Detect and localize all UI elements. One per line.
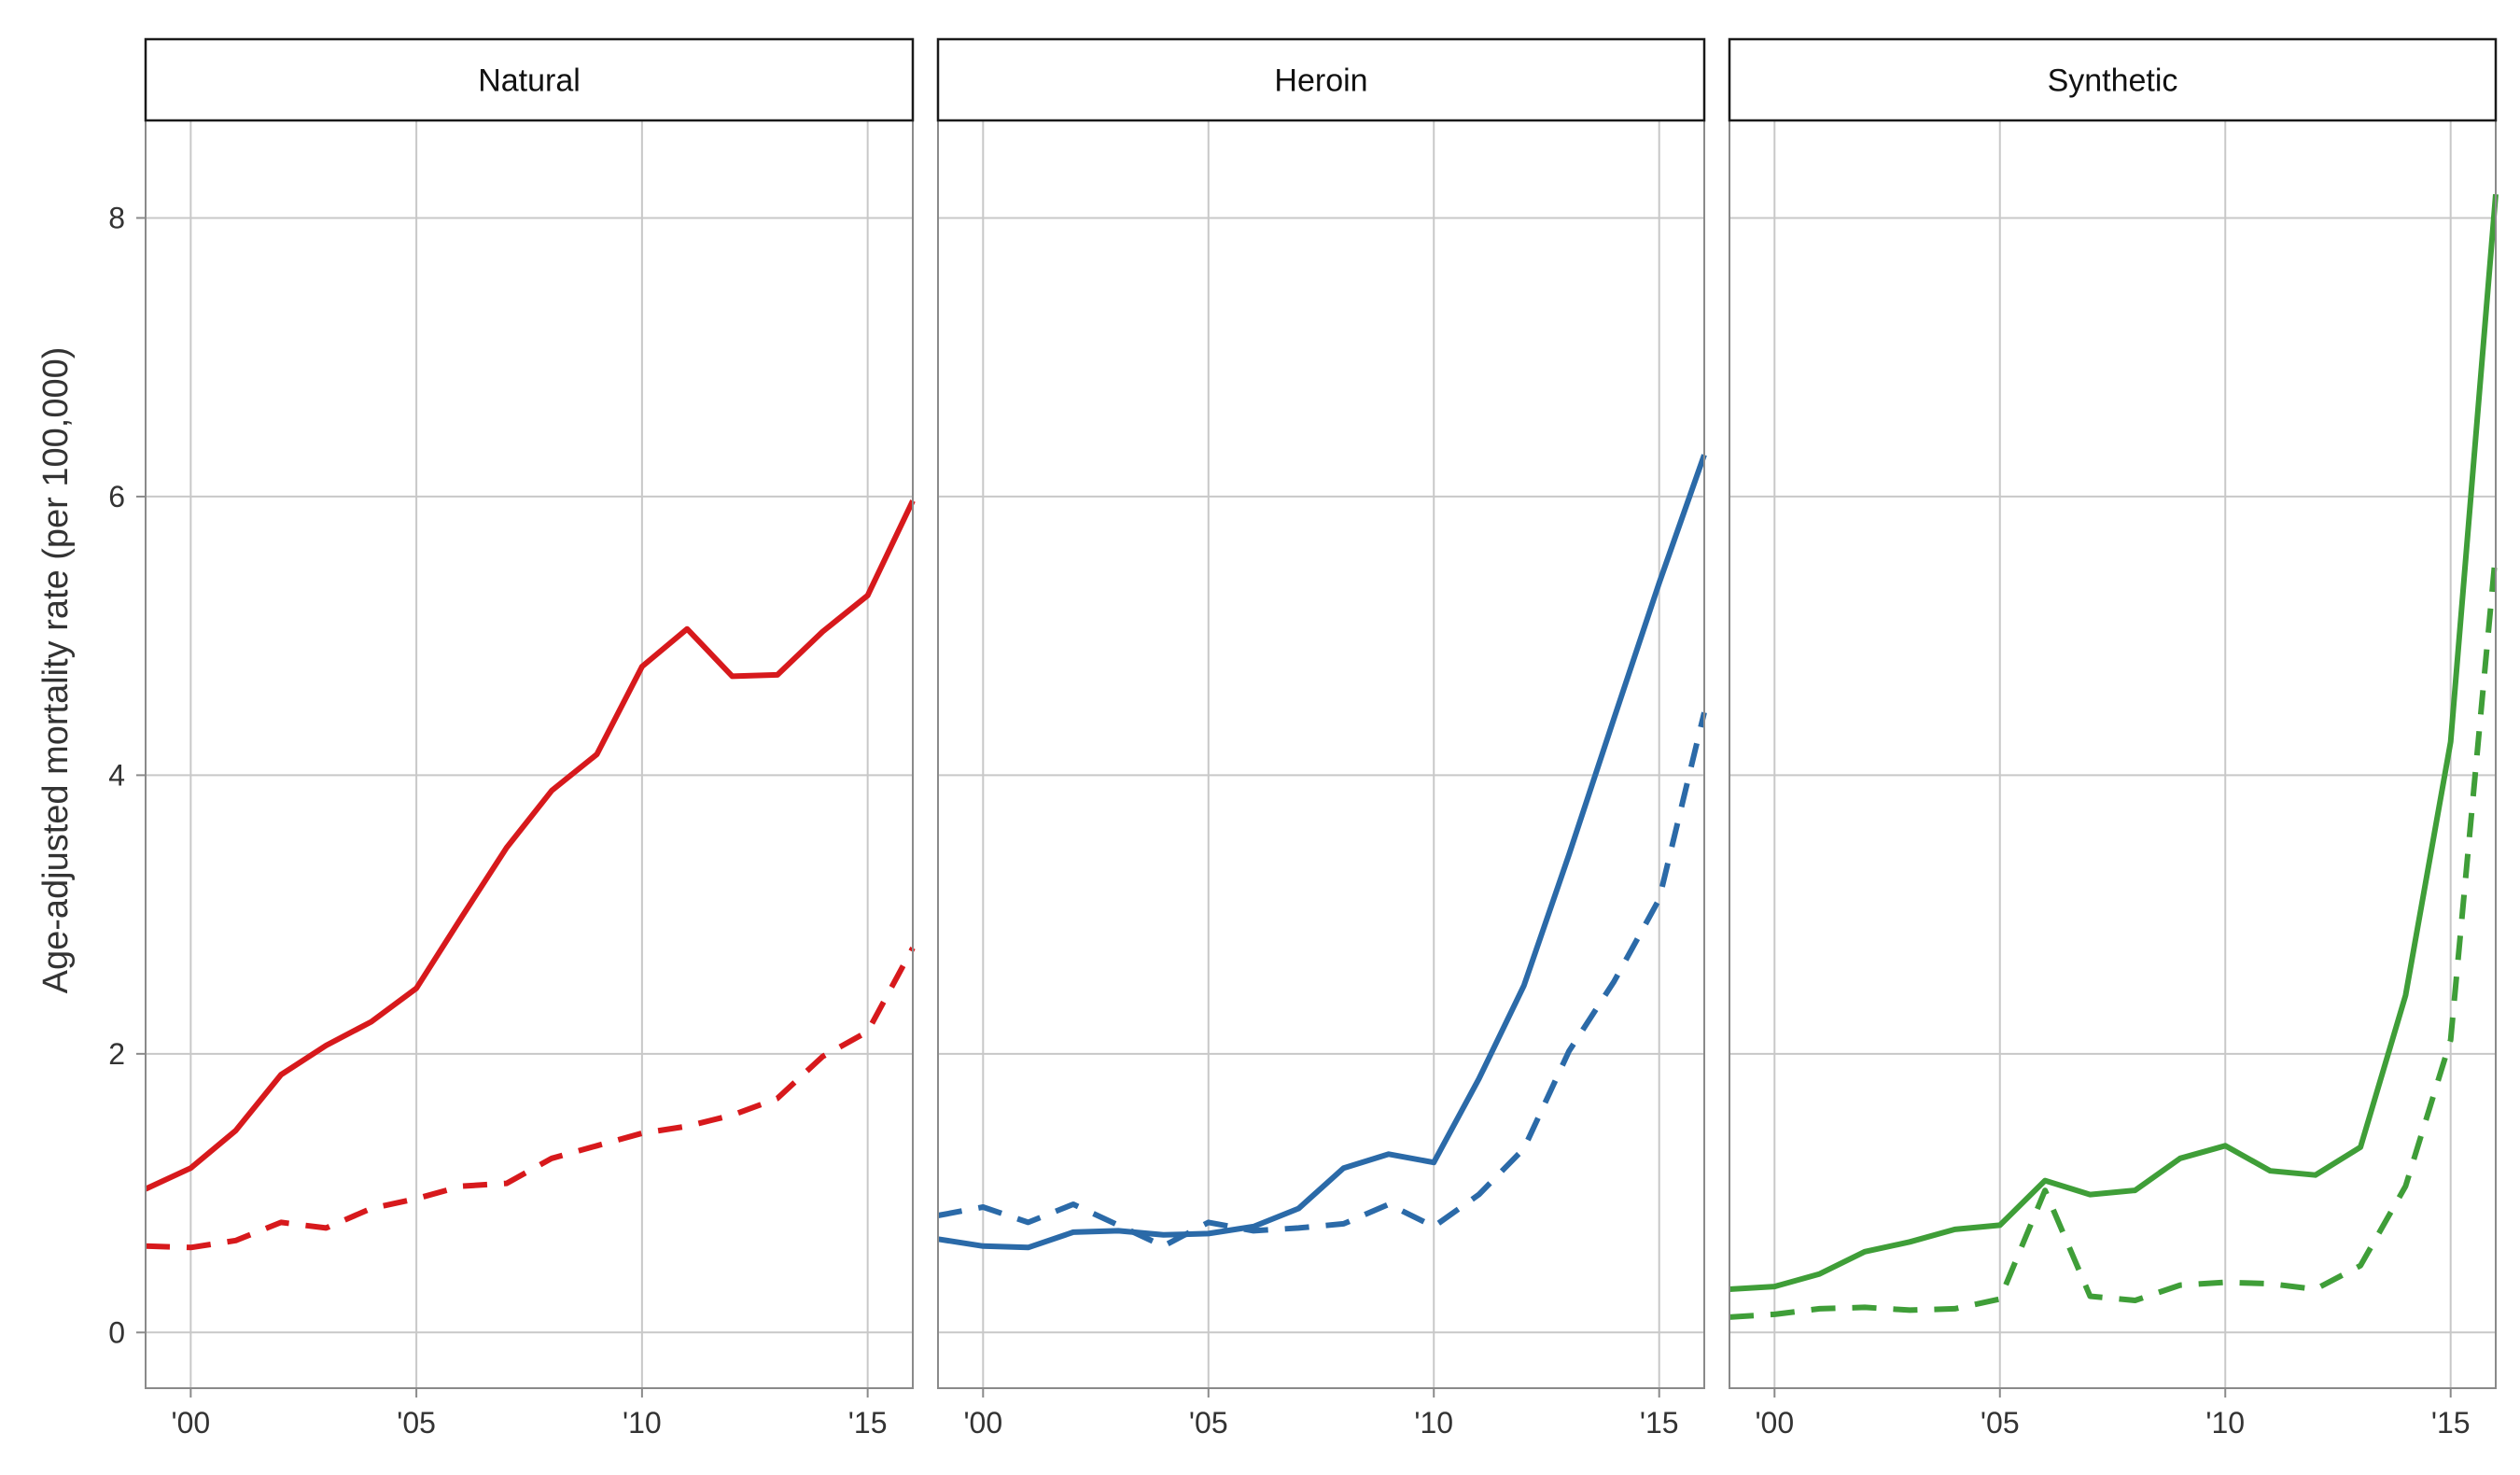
strip-label-natural: Natural <box>478 63 581 99</box>
x-tick-label-natural-1: '05 <box>397 1406 436 1440</box>
x-tick-label-synthetic-3: '15 <box>2431 1406 2471 1440</box>
x-tick-label-heroin-2: '10 <box>1414 1406 1453 1440</box>
x-tick-label-synthetic-0: '00 <box>1755 1406 1794 1440</box>
panel-frame-synthetic <box>1729 119 2497 1389</box>
y-tick-label-4: 8 <box>108 201 125 234</box>
series-line-heroin-dashed <box>937 711 1707 1249</box>
strip-synthetic <box>1728 37 2498 122</box>
series-line-natural-dashed <box>145 946 916 1251</box>
x-tick-label-synthetic-2: '10 <box>2205 1406 2245 1440</box>
series-line-synthetic-solid <box>1729 193 2499 1292</box>
y-axis-title: Age-adjusted mortality rate (per 100,000… <box>36 347 76 994</box>
x-tick-label-natural-2: '10 <box>623 1406 662 1440</box>
y-tick-label-2: 4 <box>108 758 125 792</box>
strip-natural <box>144 37 915 122</box>
panel-frame-natural <box>145 119 914 1389</box>
x-tick-label-natural-3: '15 <box>848 1406 888 1440</box>
panel-frame-heroin <box>937 119 1705 1389</box>
series-line-natural-solid <box>144 499 916 1192</box>
x-tick-label-synthetic-1: '05 <box>1981 1406 2020 1440</box>
x-tick-label-heroin-0: '00 <box>963 1406 1002 1440</box>
y-tick-label-3: 6 <box>108 480 125 513</box>
strip-label-heroin: Heroin <box>1274 63 1367 99</box>
y-tick-label-1: 2 <box>108 1037 125 1071</box>
x-tick-label-natural-0: '00 <box>172 1406 211 1440</box>
x-tick-label-heroin-3: '15 <box>1640 1406 1679 1440</box>
series-line-heroin-solid <box>937 454 1707 1251</box>
strip-heroin <box>936 37 1706 122</box>
y-tick-label-0: 0 <box>108 1315 125 1349</box>
series-line-synthetic-dashed <box>1729 552 2499 1320</box>
strip-label-synthetic: Synthetic <box>2048 63 2178 99</box>
x-tick-label-heroin-1: '05 <box>1189 1406 1228 1440</box>
